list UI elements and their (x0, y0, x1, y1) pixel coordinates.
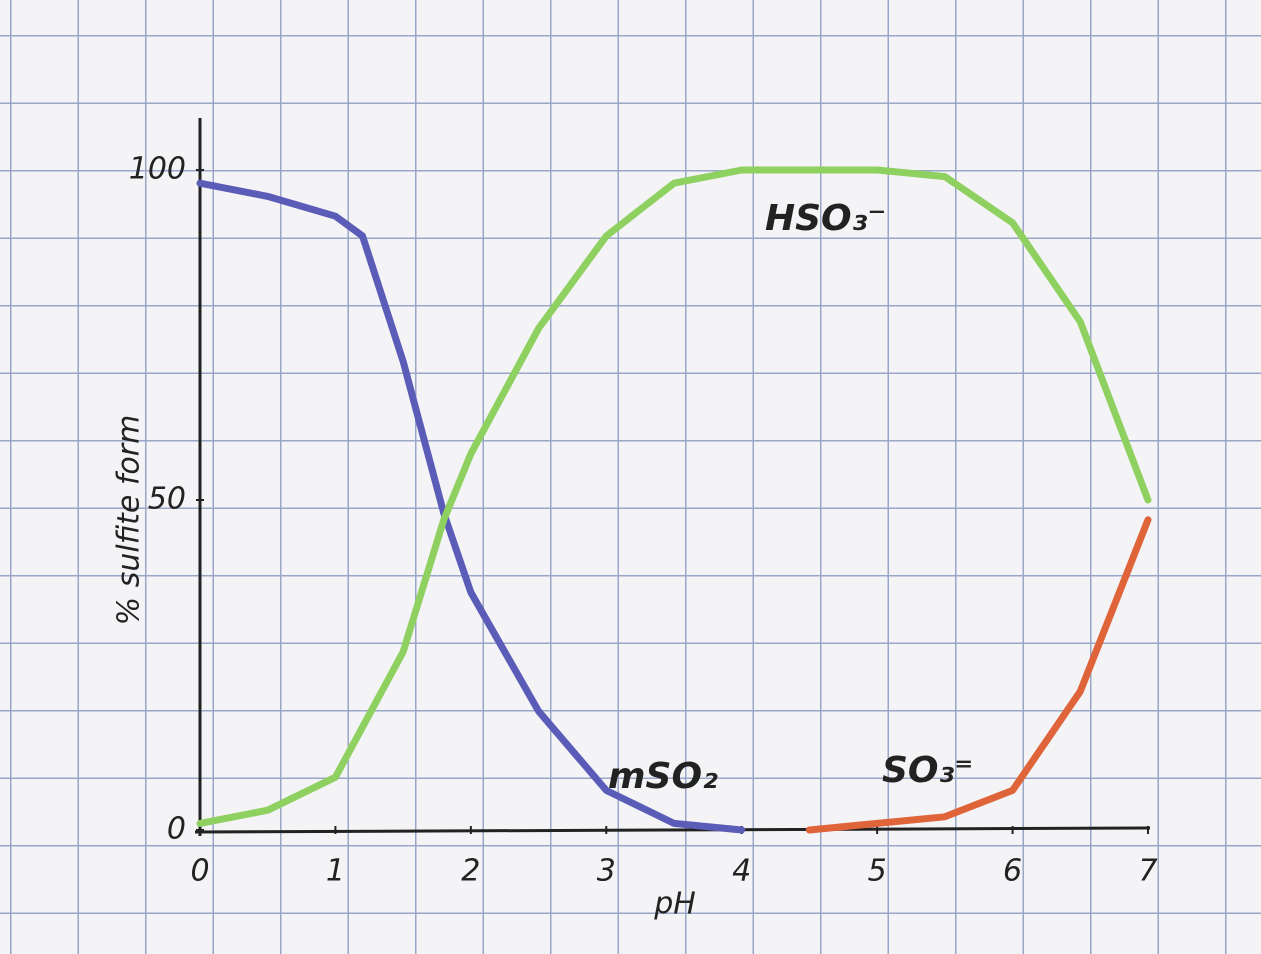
x-tick-label: 4 (732, 854, 751, 889)
x-tick-label: 5 (868, 854, 887, 889)
y-tick-label: 50 (148, 482, 186, 517)
series-label: HSO₃⁻ (765, 198, 886, 239)
x-tick-label: 0 (190, 854, 209, 889)
x-tick-label: 6 (1003, 854, 1022, 889)
series-label: SO₃⁼ (882, 750, 973, 791)
y-tick-label: 100 (129, 152, 186, 187)
series-line (196, 179, 746, 834)
series-label: mSO₂ (608, 756, 718, 797)
x-tick-label: 1 (326, 854, 345, 889)
x-axis (194, 826, 1151, 834)
y-axis-label: % sulfite form (112, 415, 147, 626)
x-tick-label: 2 (461, 854, 480, 889)
series-line (805, 516, 1152, 834)
x-tick-label: 3 (597, 854, 616, 889)
y-tick-label: 0 (167, 812, 186, 847)
x-tick-label: 7 (1138, 854, 1157, 889)
series-line (196, 166, 1152, 827)
x-axis-label: pH (653, 887, 696, 922)
